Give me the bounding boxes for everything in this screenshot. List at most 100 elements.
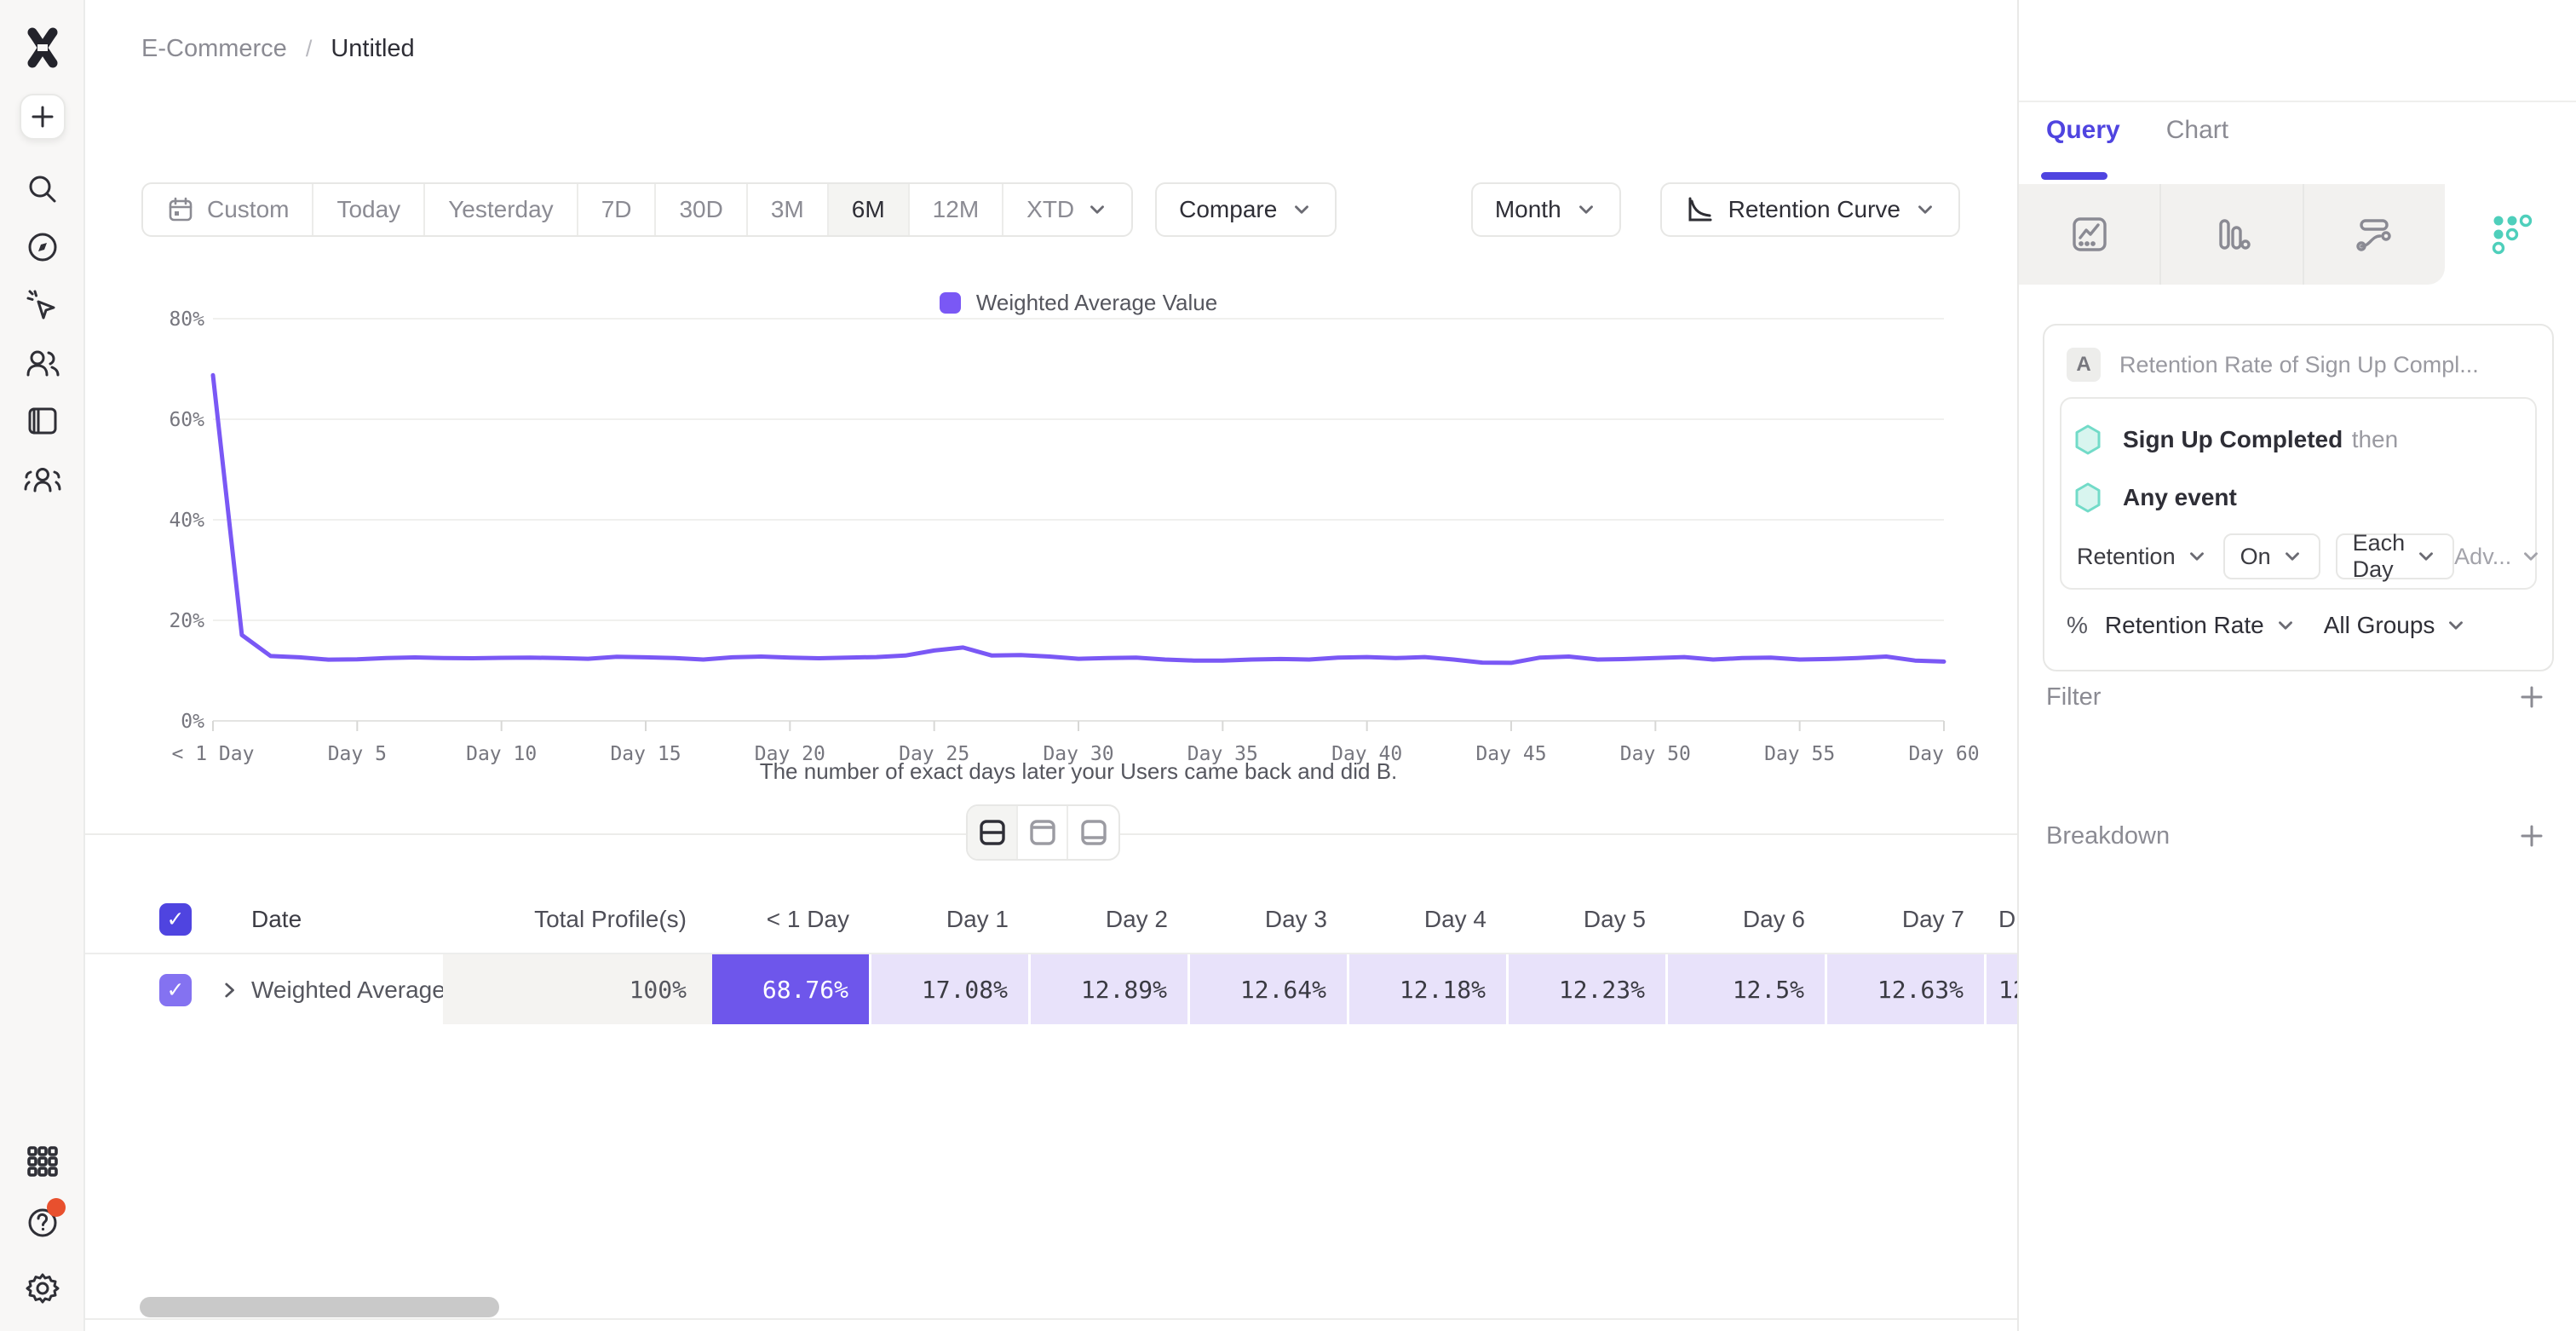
event-hexagon-icon <box>2075 482 2101 513</box>
board-icon <box>28 407 57 435</box>
metric-dropdown[interactable]: Retention Rate <box>2105 612 2297 639</box>
split-view-button[interactable] <box>968 806 1018 859</box>
search-icon <box>29 176 56 203</box>
expand-row-icon[interactable] <box>218 978 242 1002</box>
funnels-icon <box>2219 219 2251 250</box>
horizontal-scrollbar-thumb[interactable] <box>140 1297 499 1317</box>
day-column-header[interactable]: Day 2 <box>1105 906 1168 932</box>
legend-series-label[interactable]: Weighted Average Value <box>975 290 1218 315</box>
chart-type-dropdown[interactable]: Retention Curve <box>1659 182 1960 237</box>
create-new-button[interactable] <box>20 94 66 140</box>
chart-caption: The number of exact days later your User… <box>759 758 1398 784</box>
date-column-header[interactable]: Date <box>251 906 302 932</box>
advanced-label: Adv... <box>2454 543 2512 569</box>
retention-value-cell: 12.23% <box>1509 954 1668 1024</box>
range-button-7d[interactable]: 7D <box>578 184 657 235</box>
add-breakdown-icon[interactable] <box>2518 822 2545 850</box>
groups-label: All Groups <box>2323 612 2435 638</box>
funnels-report-tab[interactable] <box>2161 184 2304 285</box>
insights-report-tab[interactable] <box>2019 184 2162 285</box>
retention-series-line[interactable] <box>210 372 1946 666</box>
x-tick-label: Day 55 <box>1764 743 1835 765</box>
first-event-row[interactable]: Sign Up Completed then <box>2073 416 2523 464</box>
day-value-cells: 68.76% 17.08% 12.89% 12.64% 12.18% 12.23% 12.5… <box>712 954 2017 1024</box>
date-range-segmented-control: Custom Today Yesterday 7D 30D 3M 6M 12M XTD <box>141 182 1134 237</box>
step-title[interactable]: Retention Rate of Sign Up Compl... <box>2119 351 2479 377</box>
day-column-header[interactable]: Day 3 <box>1264 906 1327 932</box>
granularity-dropdown[interactable]: Month <box>1470 182 1621 237</box>
x-tick-label: Day 20 <box>755 743 825 765</box>
range-button-12m[interactable]: 12M <box>910 184 1004 235</box>
range-button-xtd[interactable]: XTD <box>1003 184 1131 235</box>
day-column-header[interactable]: < 1 Day <box>766 906 849 932</box>
y-tick-label: 0% <box>181 711 204 733</box>
table-only-view-button[interactable] <box>1068 806 1118 859</box>
retention-value-cell: 12.18% <box>1349 954 1509 1024</box>
retention-on-dropdown[interactable]: On <box>2222 533 2320 579</box>
day-column-headers: < 1 Day Day 1 Day 2 Day 3 Day 4 Day 5 Day 6 Day… <box>712 895 2017 944</box>
compare-button[interactable]: Compare <box>1155 182 1337 237</box>
legend-swatch[interactable] <box>939 292 961 314</box>
interval-dropdown[interactable]: Each Day <box>2335 530 2455 582</box>
settings-button[interactable] <box>0 1269 85 1308</box>
range-button-3m[interactable]: 3M <box>748 184 829 235</box>
day-column-header[interactable]: Day 6 <box>1742 906 1805 932</box>
day-column-header[interactable]: Day 5 <box>1583 906 1646 932</box>
retention-icon <box>2492 214 2533 255</box>
total-profiles-column-header[interactable]: Total Profile(s) <box>534 906 687 932</box>
day-column-header[interactable]: Day 4 <box>1423 906 1486 932</box>
mixpanel-logo-icon[interactable] <box>0 26 85 70</box>
chart-only-view-button[interactable] <box>1018 806 1068 859</box>
cohorts-nav-button[interactable] <box>0 460 85 499</box>
range-button-yesterday[interactable]: Yesterday <box>425 184 578 235</box>
query-panel: Query Chart <box>2017 0 2576 1331</box>
day-column-header[interactable]: Day 1 <box>946 906 1009 932</box>
chart-type-label: Retention Curve <box>1728 196 1900 222</box>
discover-nav-button[interactable] <box>0 228 85 266</box>
retention-type-dropdown[interactable]: Retention <box>2073 544 2208 570</box>
events-nav-button[interactable] <box>0 286 85 326</box>
flows-report-tab[interactable] <box>2303 184 2445 285</box>
groups-dropdown[interactable]: All Groups <box>2324 612 2468 639</box>
day-column-header[interactable]: D <box>1998 906 2016 932</box>
report-canvas: Custom Today Yesterday 7D 30D 3M 6M 12M XTD Comp… <box>85 97 2017 1331</box>
range-button-6m[interactable]: 6M <box>828 184 910 235</box>
x-tick-label: Day 5 <box>328 743 387 765</box>
breakdown-section-label: Breakdown <box>2046 821 2171 850</box>
apps-grid-button[interactable] <box>0 1143 85 1180</box>
select-all-checkbox[interactable]: ✓ <box>159 903 192 936</box>
retention-report-tab[interactable] <box>2444 184 2576 285</box>
tab-chart[interactable]: Chart <box>2165 116 2229 144</box>
tab-query[interactable]: Query <box>2046 116 2120 144</box>
retention-value-cell: 12.64% <box>1190 954 1349 1024</box>
first-event-name[interactable]: Sign Up Completed <box>2123 426 2343 452</box>
y-tick-label: 40% <box>169 510 204 532</box>
advanced-dropdown[interactable]: Adv... <box>2454 544 2544 570</box>
return-event-row[interactable]: Any event <box>2073 474 2523 521</box>
row-checkbox[interactable]: ✓ <box>159 974 192 1006</box>
retention-line-chart[interactable]: 0% 20% 40% 60% 80% < 1 Day Day 5 Day 10 Day 15 Da… <box>85 307 2017 818</box>
x-tick-label: Day 10 <box>466 743 537 765</box>
breadcrumb-project[interactable]: E-Commerce <box>141 34 287 62</box>
search-nav-button[interactable] <box>0 170 85 208</box>
return-event-name[interactable]: Any event <box>2123 484 2237 510</box>
users-nav-button[interactable] <box>0 344 85 383</box>
boards-nav-button[interactable] <box>0 402 85 440</box>
range-button-custom[interactable]: Custom <box>143 184 314 235</box>
retention-curve-icon <box>1688 197 1712 222</box>
add-filter-icon[interactable] <box>2518 683 2545 711</box>
help-button[interactable] <box>0 1198 85 1247</box>
layout-toggle-group <box>966 804 1120 861</box>
row-label[interactable]: Weighted Average ... <box>251 977 472 1003</box>
breadcrumb-separator: / <box>305 35 313 61</box>
range-button-30d[interactable]: 30D <box>656 184 748 235</box>
row-total-cell: 100% <box>443 954 712 1024</box>
range-button-today[interactable]: Today <box>313 184 426 235</box>
day-column-header[interactable]: Day 7 <box>1901 906 1964 932</box>
query-step-card: A Retention Rate of Sign Up Compl... Sig… <box>2043 324 2554 671</box>
retention-value-cell: 12.63% <box>1827 954 1987 1024</box>
breadcrumb-page-title[interactable]: Untitled <box>331 34 415 62</box>
app-sidebar <box>0 0 85 1331</box>
flows-icon <box>2356 219 2392 251</box>
y-tick-label: 20% <box>169 610 204 632</box>
